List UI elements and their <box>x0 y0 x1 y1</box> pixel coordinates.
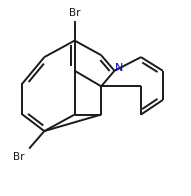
Text: N: N <box>115 63 123 73</box>
Text: Br: Br <box>69 8 80 18</box>
Text: Br: Br <box>13 152 24 162</box>
